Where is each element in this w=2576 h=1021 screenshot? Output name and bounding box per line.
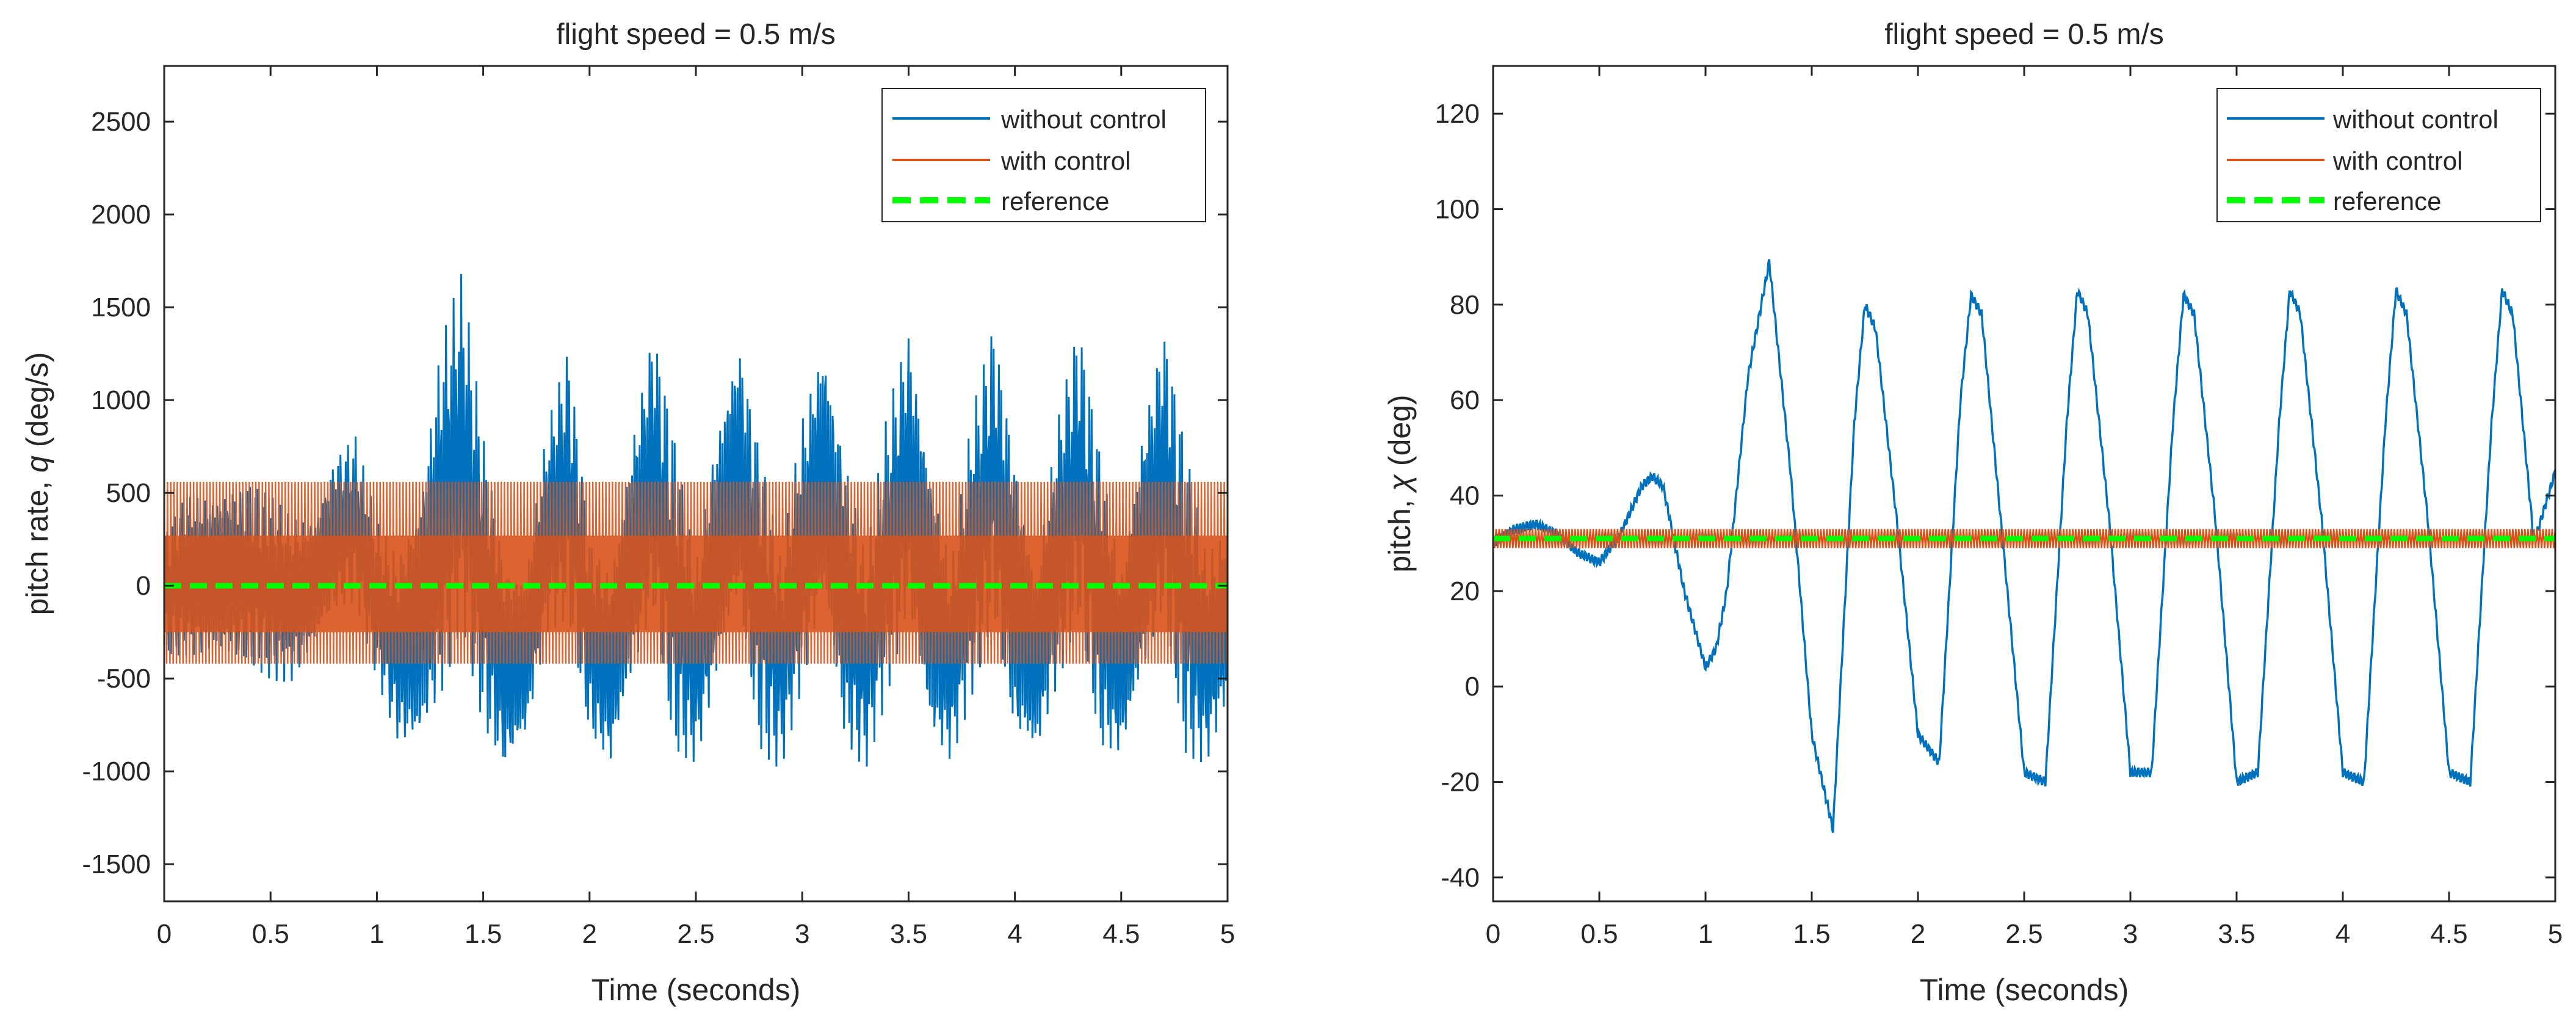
y-tick-label: 1000: [91, 385, 151, 415]
y-tick-label: -40: [1441, 863, 1480, 893]
y-tick-label: 60: [1450, 385, 1480, 415]
chart-pitch-rate: flight speed = 0.5 m/s 0 0.5 1 1.5 2 2.5 3 3.5 4…: [20, 18, 1235, 1007]
plot-area: [1493, 259, 2555, 833]
axis-ticks: 0 0.5 1 1.5 2 2.5 3 3.5 4 4.5 5 -1500 -1000 -500 0 500 1…: [82, 66, 1235, 949]
y-tick-label: 2500: [91, 107, 151, 137]
x-tick-label: 3: [2123, 919, 2138, 949]
legend-label-with-control: with control: [2332, 147, 2462, 175]
legend-label-with-control: with control: [1000, 147, 1131, 175]
x-tick-label: 2.5: [2005, 919, 2042, 949]
x-tick-label: 0: [157, 919, 172, 949]
chart-title: flight speed = 0.5 m/s: [556, 18, 836, 51]
y-tick-label: -20: [1441, 768, 1480, 798]
x-tick-label: 1: [1698, 919, 1713, 949]
legend-label-without-control: without control: [1000, 105, 1167, 134]
y-tick-label: 0: [1465, 672, 1480, 702]
y-tick-label: -500: [97, 664, 151, 694]
y-tick-label: 0: [136, 571, 151, 601]
y-axis-label: pitch, χ (deg): [1383, 394, 1417, 572]
y-tick-label: 100: [1435, 195, 1480, 225]
x-tick-label: 3.5: [890, 919, 927, 949]
plot-area: [164, 274, 1228, 767]
chart-title: flight speed = 0.5 m/s: [1884, 18, 2164, 51]
y-tick-label: -1000: [82, 757, 151, 787]
x-tick-label: 0.5: [252, 919, 289, 949]
x-axis-label: Time (seconds): [592, 973, 801, 1007]
legend: without control with control reference: [2216, 88, 2541, 222]
y-axis-label: pitch rate, q (deg/s): [20, 352, 54, 616]
x-tick-label: 0.5: [1580, 919, 1618, 949]
x-tick-label: 5: [1220, 919, 1235, 949]
y-tick-label: 120: [1435, 99, 1480, 129]
y-tick-label: 20: [1450, 576, 1480, 606]
y-tick-label: 80: [1450, 290, 1480, 320]
x-tick-label: 4: [1007, 919, 1022, 949]
chart-pitch: flight speed = 0.5 m/s 0 0.5 1 1.5 2 2.5 3 3.5 4…: [1383, 18, 2563, 1007]
legend-label-reference: reference: [1001, 187, 1109, 216]
axis-ticks: 0 0.5 1 1.5 2 2.5 3 3.5 4 4.5 5 -40 -20 0 20 40 60 80 100 1…: [1435, 66, 2563, 949]
x-tick-label: 4: [2335, 919, 2350, 949]
y-tick-label: 1500: [91, 292, 151, 322]
y-tick-label: -1500: [82, 849, 151, 879]
x-tick-label: 1: [369, 919, 384, 949]
x-axis-label: Time (seconds): [1920, 973, 2129, 1007]
x-tick-label: 2: [1911, 919, 1925, 949]
legend-label-reference: reference: [2333, 187, 2441, 216]
y-tick-label: 2000: [91, 200, 151, 230]
legend-label-without-control: without control: [2332, 105, 2498, 134]
y-tick-label: 40: [1450, 481, 1480, 511]
x-tick-label: 1.5: [465, 919, 502, 949]
x-tick-label: 3: [795, 919, 809, 949]
x-tick-label: 1.5: [1793, 919, 1830, 949]
x-tick-label: 3.5: [2218, 919, 2255, 949]
x-tick-label: 2.5: [677, 919, 714, 949]
legend: without control with control reference: [881, 88, 1206, 222]
y-tick-label: 500: [106, 478, 151, 508]
x-tick-label: 5: [2548, 919, 2563, 949]
x-tick-label: 0: [1486, 919, 1500, 949]
x-tick-label: 4.5: [1102, 919, 1140, 949]
series-with-control: [164, 481, 1228, 664]
x-tick-label: 4.5: [2430, 919, 2467, 949]
series-with-control: [1493, 529, 2555, 548]
x-tick-label: 2: [582, 919, 597, 949]
